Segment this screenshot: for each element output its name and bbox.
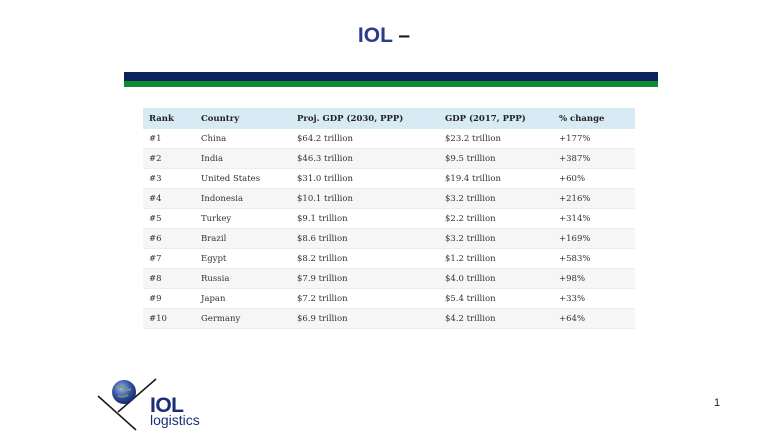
cell-proj-gdp: $9.1 trillion <box>291 208 439 229</box>
cell-rank: #5 <box>143 208 195 229</box>
cell-proj-gdp: $8.6 trillion <box>291 228 439 249</box>
cell-change: +60% <box>553 168 635 189</box>
cell-change: +216% <box>553 188 635 209</box>
header-band-navy <box>124 72 658 81</box>
cell-gdp-2017: $9.5 trillion <box>439 148 553 169</box>
cell-gdp-2017: $3.2 trillion <box>439 228 553 249</box>
table-body: #1 China $64.2 trillion $23.2 trillion +177%… <box>143 129 635 329</box>
header-proj-gdp: Proj. GDP (2030, PPP) <box>291 108 439 129</box>
cell-country: Germany <box>195 308 291 329</box>
cell-rank: #2 <box>143 148 195 169</box>
cell-proj-gdp: $31.0 trillion <box>291 168 439 189</box>
cell-rank: #1 <box>143 129 195 149</box>
cell-rank: #7 <box>143 248 195 269</box>
cell-country: Brazil <box>195 228 291 249</box>
cell-rank: #10 <box>143 308 195 329</box>
table-row: #5 Turkey $9.1 trillion $2.2 trillion +314% <box>143 208 635 229</box>
cell-proj-gdp: $64.2 trillion <box>291 129 439 149</box>
slide-title: IOL – <box>0 24 768 48</box>
cell-change: +98% <box>553 268 635 289</box>
cell-gdp-2017: $3.2 trillion <box>439 188 553 209</box>
cell-rank: #4 <box>143 188 195 209</box>
cell-country: Turkey <box>195 208 291 229</box>
cell-change: +64% <box>553 308 635 329</box>
cell-gdp-2017: $23.2 trillion <box>439 129 553 149</box>
cell-gdp-2017: $19.4 trillion <box>439 168 553 189</box>
cell-proj-gdp: $6.9 trillion <box>291 308 439 329</box>
cell-proj-gdp: $46.3 trillion <box>291 148 439 169</box>
cell-gdp-2017: $1.2 trillion <box>439 248 553 269</box>
header-rank: Rank <box>143 108 195 129</box>
cell-change: +583% <box>553 248 635 269</box>
header-change: % change <box>553 108 635 129</box>
cell-gdp-2017: $4.2 trillion <box>439 308 553 329</box>
table-row: #7 Egypt $8.2 trillion $1.2 trillion +583% <box>143 248 635 269</box>
cell-gdp-2017: $2.2 trillion <box>439 208 553 229</box>
cell-gdp-2017: $5.4 trillion <box>439 288 553 309</box>
cell-change: +314% <box>553 208 635 229</box>
table-row: #1 China $64.2 trillion $23.2 trillion +177% <box>143 129 635 149</box>
table-header-row: Rank Country Proj. GDP (2030, PPP) GDP (… <box>143 108 635 129</box>
header-gdp-2017: GDP (2017, PPP) <box>439 108 553 129</box>
cell-rank: #8 <box>143 268 195 289</box>
title-brand: IOL <box>357 24 393 47</box>
cell-country: Egypt <box>195 248 291 269</box>
cell-country: India <box>195 148 291 169</box>
cell-change: +387% <box>553 148 635 169</box>
table-row: #4 Indonesia $10.1 trillion $3.2 trillion +2… <box>143 188 635 209</box>
table-row: #9 Japan $7.2 trillion $5.4 trillion +33% <box>143 288 635 309</box>
cell-country: Japan <box>195 288 291 309</box>
cell-country: Indonesia <box>195 188 291 209</box>
cell-gdp-2017: $4.0 trillion <box>439 268 553 289</box>
cell-country: Russia <box>195 268 291 289</box>
cell-change: +177% <box>553 129 635 149</box>
logo-word: IOL <box>150 394 184 417</box>
logo-subtitle: logistics <box>150 412 200 428</box>
cell-change: +169% <box>553 228 635 249</box>
cell-country: China <box>195 129 291 149</box>
table-row: #6 Brazil $8.6 trillion $3.2 trillion +169% <box>143 228 635 249</box>
cell-rank: #9 <box>143 288 195 309</box>
header-band-green <box>124 81 658 87</box>
page-number: 1 <box>714 397 721 409</box>
cell-country: United States <box>195 168 291 189</box>
cell-proj-gdp: $8.2 trillion <box>291 248 439 269</box>
cell-rank: #3 <box>143 168 195 189</box>
table-row: #3 United States $31.0 trillion $19.4 trill… <box>143 168 635 189</box>
cell-proj-gdp: $10.1 trillion <box>291 188 439 209</box>
gdp-table: Rank Country Proj. GDP (2030, PPP) GDP (… <box>143 108 635 329</box>
table-row: #8 Russia $7.9 trillion $4.0 trillion +98% <box>143 268 635 289</box>
cell-rank: #6 <box>143 228 195 249</box>
cell-proj-gdp: $7.2 trillion <box>291 288 439 309</box>
table-row: #10 Germany $6.9 trillion $4.2 trillion +64% <box>143 308 635 329</box>
logo-icon <box>97 378 157 431</box>
header-country: Country <box>195 108 291 129</box>
cell-change: +33% <box>553 288 635 309</box>
cell-proj-gdp: $7.9 trillion <box>291 268 439 289</box>
title-dash: – <box>398 24 411 47</box>
table-row: #2 India $46.3 trillion $9.5 trillion +387% <box>143 148 635 169</box>
